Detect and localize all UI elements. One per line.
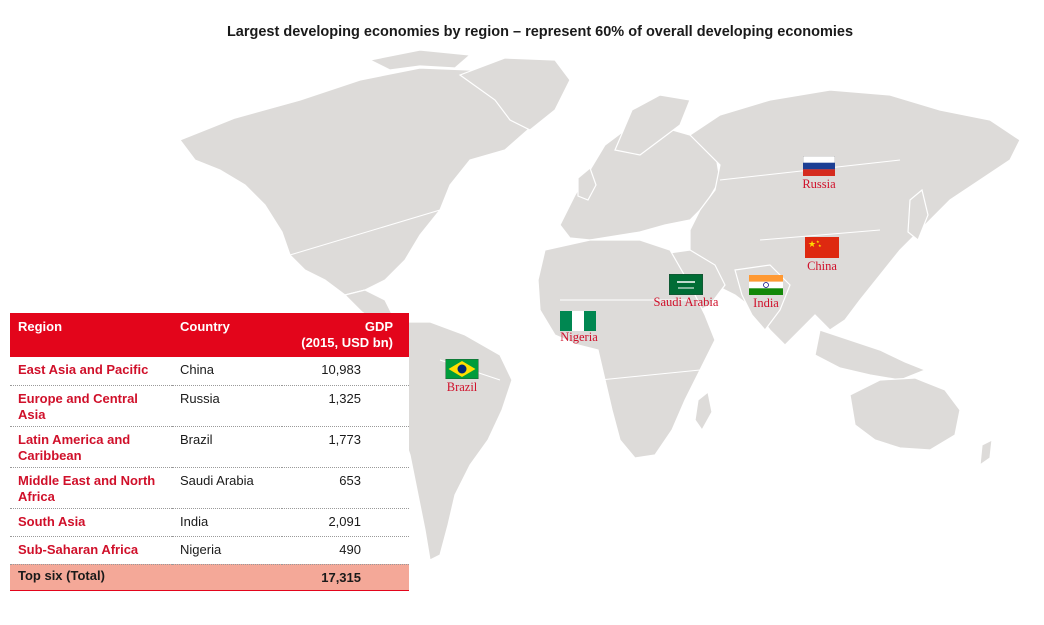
- total-gdp: 17,315: [282, 564, 409, 591]
- row-country: Russia: [172, 385, 282, 427]
- arctic-islands-landmass: [368, 49, 472, 71]
- row-gdp: 1,773: [282, 426, 409, 468]
- southeast-asia-landmass: [814, 329, 927, 381]
- asia-landmass: [689, 89, 1021, 346]
- table-header-row: Region Country GDP (2015, USD bn): [10, 313, 409, 357]
- header-region: Region: [10, 313, 172, 357]
- table-row: South Asia India 2,091: [10, 508, 409, 537]
- madagascar-landmass: [694, 390, 713, 432]
- total-label: Top six (Total): [10, 564, 172, 591]
- table-row: Sub-Saharan Africa Nigeria 490: [10, 536, 409, 565]
- table-row: East Asia and Pacific China 10,983: [10, 357, 409, 386]
- scandinavia-landmass: [614, 94, 691, 156]
- svg-text:★: ★: [816, 239, 820, 244]
- row-region: Europe and Central Asia: [10, 385, 172, 427]
- japan-landmass: [907, 188, 929, 241]
- row-gdp: 1,325: [282, 385, 409, 427]
- greenland-landmass: [458, 57, 571, 131]
- row-country: India: [172, 508, 282, 537]
- header-gdp: GDP (2015, USD bn): [282, 313, 409, 357]
- india-label: India: [753, 296, 779, 310]
- table-total-row: Top six (Total) 17,315: [10, 564, 409, 591]
- brazil-label: Brazil: [446, 380, 478, 394]
- nigeria-flag-icon: [560, 311, 596, 336]
- row-gdp: 490: [282, 536, 409, 565]
- china-label: China: [807, 259, 837, 273]
- svg-text:★: ★: [818, 243, 822, 248]
- row-gdp: 653: [282, 467, 409, 509]
- svg-text:★: ★: [808, 240, 816, 250]
- header-gdp-line1: GDP: [364, 319, 393, 334]
- gdp-table: Region Country GDP (2015, USD bn) East A…: [10, 313, 409, 591]
- india-flag-icon: [749, 275, 783, 300]
- chart-title: Largest developing economies by region –…: [226, 24, 854, 40]
- row-country: China: [172, 357, 282, 386]
- row-country: Nigeria: [172, 536, 282, 565]
- china-flag-icon: ★ ★ ★: [805, 237, 839, 263]
- south-america-landmass: [391, 321, 513, 561]
- row-region: East Asia and Pacific: [10, 357, 172, 386]
- row-region: Latin America and Caribbean: [10, 426, 172, 468]
- table-row: Europe and Central Asia Russia 1,325: [10, 385, 409, 427]
- nigeria-label: Nigeria: [560, 330, 598, 344]
- header-gdp-line2: (2015, USD bn): [301, 335, 393, 350]
- row-region: South Asia: [10, 508, 172, 537]
- table-row: Latin America and Caribbean Brazil 1,773: [10, 426, 409, 468]
- total-empty-cell: [172, 564, 282, 591]
- uk-landmass: [577, 166, 597, 201]
- north-america-landmass: [179, 67, 546, 296]
- row-region: Sub-Saharan Africa: [10, 536, 172, 565]
- table-row: Middle East and North Africa Saudi Arabi…: [10, 467, 409, 509]
- row-gdp: 10,983: [282, 357, 409, 386]
- new-zealand-landmass: [979, 438, 993, 467]
- row-region: Middle East and North Africa: [10, 467, 172, 509]
- russia-label: Russia: [802, 177, 836, 191]
- header-country: Country: [172, 313, 282, 357]
- saudi-arabia-flag-icon: [668, 273, 704, 300]
- row-gdp: 2,091: [282, 508, 409, 537]
- australia-landmass: [849, 377, 961, 451]
- brazil-flag-icon: [445, 358, 479, 384]
- saudi-arabia-label: Saudi Arabia: [653, 295, 719, 309]
- row-country: Saudi Arabia: [172, 467, 282, 509]
- row-country: Brazil: [172, 426, 282, 468]
